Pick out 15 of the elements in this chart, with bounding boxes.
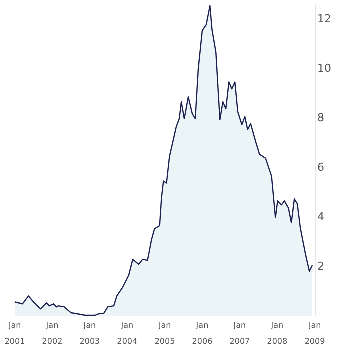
x-tick-label: Jan 2001 xyxy=(4,321,26,346)
x-tick-label: Jan 2006 xyxy=(192,321,213,346)
y-tick-label: 8 xyxy=(318,111,324,124)
y-tick-label: 6 xyxy=(318,160,324,174)
y-tick-label: 2 xyxy=(318,260,324,273)
x-tick-label: Jan 2005 xyxy=(154,321,176,346)
y-tick-label: 12 xyxy=(318,12,332,26)
x-tick-label: Jan 2003 xyxy=(80,321,100,346)
x-tick-label: Jan 2009 xyxy=(304,321,326,346)
x-tick-label: Jan 2008 xyxy=(267,321,288,346)
x-tick-label: Jan 2002 xyxy=(42,321,63,346)
y-tick-label: 4 xyxy=(318,210,324,224)
x-tick-label: Jan 2004 xyxy=(117,321,138,346)
y-tick-label: 10 xyxy=(318,62,332,75)
x-tick-label: Jan 2007 xyxy=(230,321,250,346)
